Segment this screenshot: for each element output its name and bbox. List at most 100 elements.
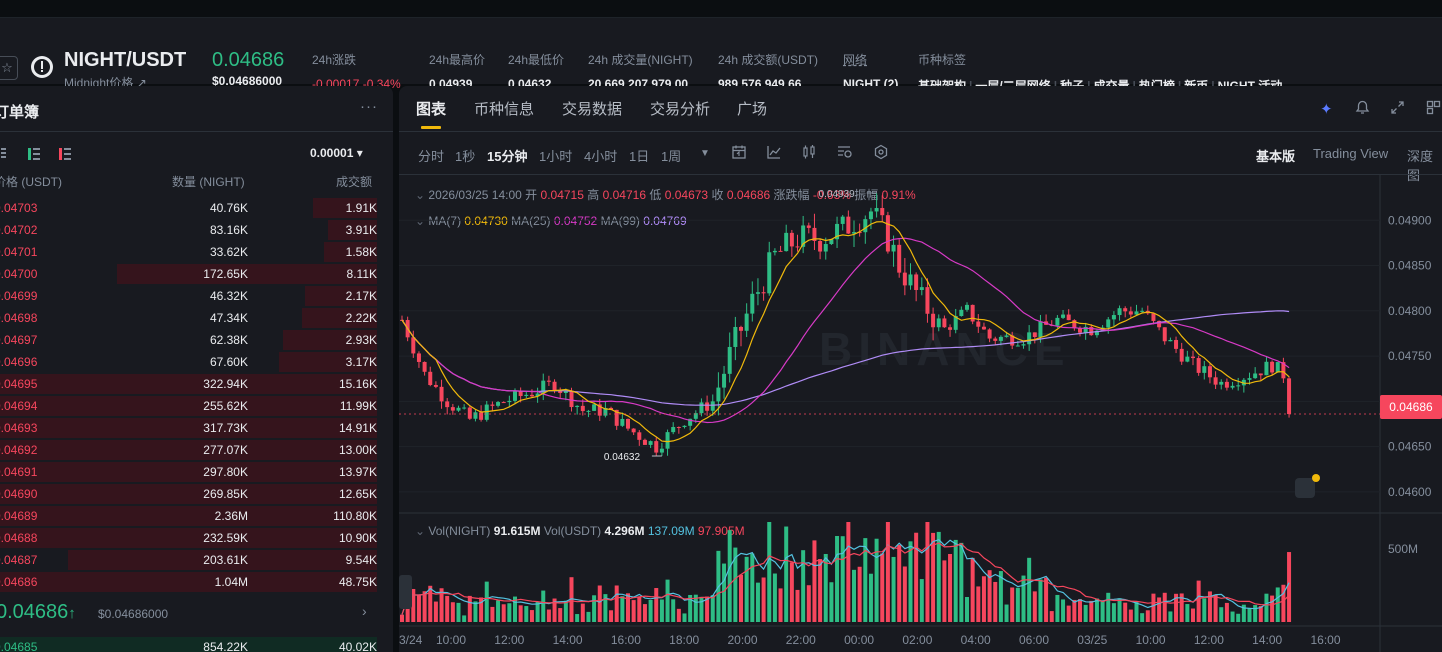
candlestick-chart[interactable]: 0.049000.048500.048000.047500.047000.046… (399, 175, 1442, 652)
volume-bar (1134, 602, 1139, 622)
layout-grid-icon[interactable] (1426, 100, 1441, 119)
candle-body (1117, 308, 1122, 316)
bell-icon[interactable] (1355, 100, 1370, 120)
order-book-row[interactable]: 0.04696 67.60K 3.17K (0, 351, 377, 373)
tab-trading-data[interactable]: 交易数据 (562, 101, 623, 118)
stat-24h-volume: 24h 成交量(NIGHT) 20,669,207,979.00 (588, 53, 693, 91)
volume-bar (976, 586, 981, 622)
view-tradingview[interactable]: Trading View (1313, 146, 1389, 161)
order-book-row[interactable]: 0.04687 203.61K 9.54K (0, 549, 377, 571)
favorite-star-icon[interactable]: ☆ (0, 56, 18, 80)
volume-bar (580, 603, 585, 622)
candle-body (891, 244, 896, 252)
interval-time[interactable]: 分时 (418, 149, 445, 164)
order-book-row[interactable]: 0.04693 317.73K 14.91K (0, 417, 377, 439)
order-book-row[interactable]: 0.04695 322.94K 15.16K (0, 373, 377, 395)
tab-trading-analysis[interactable]: 交易分析 (650, 101, 711, 118)
candle-body (552, 381, 557, 391)
more-options-icon[interactable]: ··· (360, 98, 378, 115)
candle-body (942, 318, 947, 328)
order-book-row[interactable]: 0.04689 2.36M 110.80K (0, 505, 377, 527)
view-basic[interactable]: 基本版 (1256, 149, 1296, 164)
chevron-right-icon[interactable]: › (362, 603, 367, 619)
order-book-row[interactable]: 0.04698 47.34K 2.22K (0, 307, 377, 329)
ai-sparkle-icon[interactable]: ✦ (1320, 101, 1333, 118)
orderbook-asks-mode-icon[interactable] (59, 148, 72, 160)
candle-body (631, 428, 636, 433)
volume-bar (1162, 592, 1167, 622)
orderbook-bids-mode-icon[interactable] (28, 148, 41, 160)
active-tab-indicator (421, 126, 441, 129)
volume-bar (1123, 602, 1128, 622)
last-price-usd: $0.04686000 (212, 74, 283, 88)
order-book-row[interactable]: 0.04686 1.04M 48.75K (0, 571, 377, 593)
stat-network[interactable]: 网络 NIGHT (2) (843, 53, 899, 91)
low-marker-label: 0.04632 (604, 452, 641, 463)
volume-bar (772, 573, 777, 622)
candle-body (1174, 339, 1179, 349)
order-book-row[interactable]: 0.04697 62.38K 2.93K (0, 329, 377, 351)
view-depth[interactable]: 深度图 (1407, 149, 1434, 183)
row-total: 1.58K (345, 245, 377, 259)
row-total: 8.11K (346, 267, 377, 281)
row-total: 14.91K (338, 421, 377, 435)
order-book-row[interactable]: 0.04691 297.80K 13.97K (0, 461, 377, 483)
interval-1h[interactable]: 1小时 (539, 149, 573, 164)
candle-body (1275, 362, 1280, 373)
interval-1d[interactable]: 1日 (629, 149, 650, 164)
expand-icon[interactable] (1390, 100, 1405, 119)
volume-bar (1270, 595, 1275, 622)
tab-square[interactable]: 广场 (737, 101, 768, 118)
candle-body (1230, 385, 1235, 388)
candle-body (626, 418, 630, 429)
candle-body (716, 387, 721, 402)
order-book-row[interactable]: 0.04703 40.76K 1.91K (0, 197, 377, 219)
candle-body (852, 232, 856, 234)
drawing-tools-icon[interactable] (836, 144, 854, 164)
row-total: 3.91K (345, 223, 377, 237)
interval-dropdown-icon[interactable]: ▼ (700, 148, 710, 159)
order-book-row[interactable]: 0.04694 255.62K 11.99K (0, 395, 377, 417)
time-tick-label: 12:00 (494, 633, 524, 647)
mid-price[interactable]: 0.04686↑ (0, 601, 76, 623)
interval-4h[interactable]: 4小时 (584, 149, 618, 164)
tab-chart[interactable]: 图表 (416, 101, 447, 118)
time-tick-label: 16:00 (611, 633, 641, 647)
chart-settings-icon[interactable] (873, 144, 889, 164)
row-total: 13.00K (338, 443, 377, 457)
order-book-row[interactable]: 0.04701 33.62K 1.58K (0, 241, 377, 263)
candle-style-icon[interactable] (801, 144, 817, 164)
interval-15m[interactable]: 15分钟 (487, 149, 528, 164)
calendar-icon[interactable] (731, 144, 747, 164)
depth-bar (0, 484, 377, 504)
tab-coin-info[interactable]: 币种信息 (474, 101, 535, 118)
candle-body (1038, 321, 1043, 337)
candle-body (874, 208, 879, 212)
depth-bar (312, 198, 377, 218)
volume-bar (462, 615, 467, 622)
order-book-row[interactable]: 0.04690 269.85K 12.65K (0, 483, 377, 505)
order-book-row[interactable]: 0.04702 83.16K 3.91K (0, 219, 377, 241)
order-book-row[interactable]: 0.04700 172.65K 8.11K (0, 263, 377, 285)
order-book-row[interactable]: 0.04688 232.59K 10.90K (0, 527, 377, 549)
candle-body (722, 373, 727, 388)
order-book-row[interactable]: 0.04685 854.22K 40.02K (0, 636, 377, 652)
interval-1s[interactable]: 1秒 (455, 149, 476, 164)
volume-bar (863, 538, 868, 622)
candle-body (586, 410, 591, 412)
volume-bar (637, 596, 642, 622)
pair-title[interactable]: NIGHT/USDT (64, 49, 187, 71)
candle-body (1083, 326, 1088, 333)
order-book-row[interactable]: 0.04699 46.32K 2.17K (0, 285, 377, 307)
orderbook-both-mode-icon[interactable] (0, 148, 9, 160)
volume-bar (705, 596, 710, 622)
order-book-row[interactable]: 0.04692 277.07K 13.00K (0, 439, 377, 461)
tick-size-select[interactable]: 0.00001 ▾ (310, 146, 363, 160)
indicators-icon[interactable] (766, 144, 782, 164)
volume-bar (524, 606, 529, 622)
candle-body (428, 371, 433, 386)
depth-bar (67, 550, 377, 570)
interval-1w[interactable]: 1周 (661, 149, 682, 164)
volume-bar (784, 526, 789, 622)
info-icon[interactable] (31, 56, 53, 78)
